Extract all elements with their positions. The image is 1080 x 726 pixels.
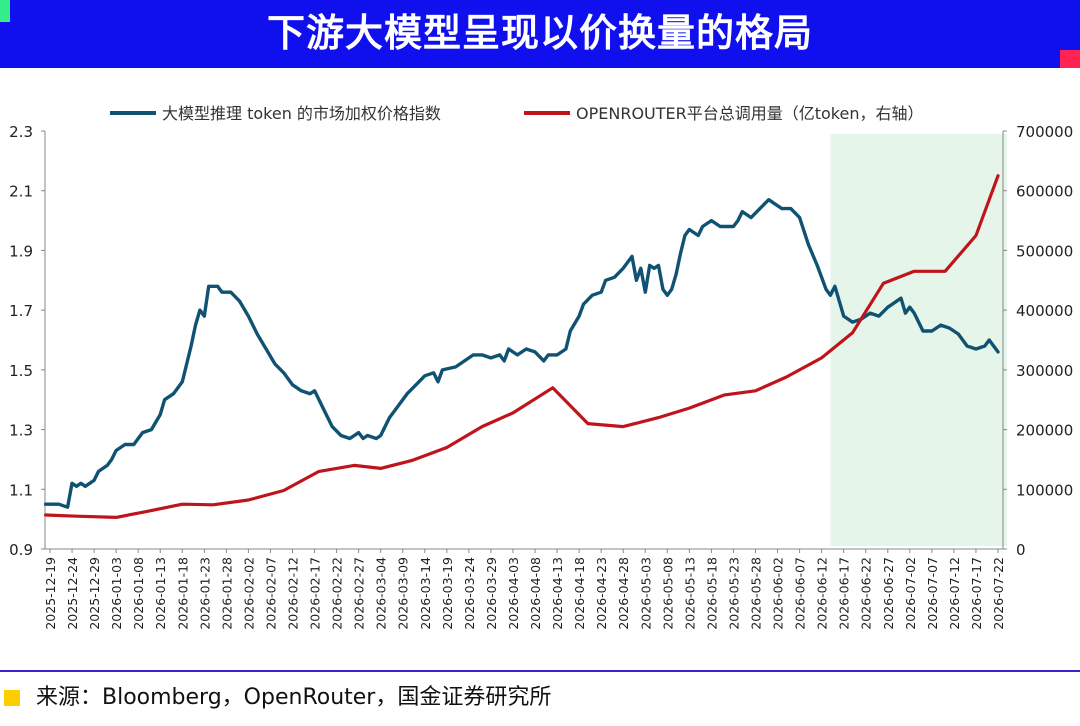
corner-accent-red <box>1060 50 1080 68</box>
x-tick-label: 2026-07-17 <box>969 557 984 630</box>
x-tick-label: 2026-05-03 <box>638 557 653 630</box>
x-tick-label: 2026-02-12 <box>286 557 301 630</box>
right-tick-label: 400000 <box>1016 302 1073 320</box>
x-tick-label: 2026-06-02 <box>771 557 786 630</box>
x-tick-label: 2026-01-13 <box>153 557 168 630</box>
x-tick-label: 2026-06-27 <box>881 557 896 630</box>
x-tick-label: 2026-07-12 <box>947 557 962 630</box>
right-tick-label: 200000 <box>1016 422 1073 440</box>
title-banner <box>0 0 1080 68</box>
x-tick-label: 2026-05-13 <box>682 557 697 630</box>
x-tick-label: 2026-06-17 <box>837 557 852 630</box>
page-title: 下游大模型呈现以价换量的格局 <box>266 11 813 55</box>
x-tick-label: 2026-06-12 <box>815 557 830 630</box>
x-tick-label: 2026-02-27 <box>352 557 367 630</box>
source-marker <box>4 690 20 706</box>
legend-label-1: 大模型推理 token 的市场加权价格指数 <box>162 104 441 123</box>
x-tick-label: 2026-02-17 <box>308 557 323 630</box>
x-tick-label: 2026-01-18 <box>175 557 190 630</box>
left-tick-label: 1.1 <box>9 481 33 499</box>
legend-label-2: OPENROUTER平台总调用量（亿token，右轴） <box>576 104 924 123</box>
left-tick-label: 1.3 <box>9 422 33 440</box>
series-line-1 <box>43 198 1000 509</box>
x-tick-label: 2026-01-28 <box>219 557 234 630</box>
left-tick-label: 1.5 <box>9 362 33 380</box>
right-tick-label: 600000 <box>1016 183 1073 201</box>
left-tick-label: 1.7 <box>9 302 33 320</box>
x-tick-label: 2026-04-23 <box>594 557 609 630</box>
line-chart: 0.9 1.1 1.3 1.5 1.7 1.9 2.1 2.3 0 100000 200000 300… <box>9 104 1073 630</box>
right-tick-label: 700000 <box>1016 123 1073 141</box>
x-tick-label: 2026-03-09 <box>396 557 411 630</box>
source-note: 来源：Bloomberg，OpenRouter，国金证券研究所 <box>36 685 552 710</box>
x-tick-label: 2026-02-22 <box>330 557 345 630</box>
x-tick-label: 2026-07-07 <box>925 557 940 630</box>
x-tick-label: 2026-05-08 <box>660 557 675 630</box>
x-tick-label: 2026-06-07 <box>793 557 808 630</box>
x-tick-label: 2025-12-24 <box>65 557 80 630</box>
x-tick-label: 2026-04-13 <box>550 557 565 630</box>
x-tick-label: 2026-03-04 <box>374 557 389 630</box>
right-tick-label: 500000 <box>1016 242 1073 260</box>
corner-accent-green <box>0 0 10 22</box>
x-tick-label: 2026-05-23 <box>726 557 741 630</box>
x-tick-label: 2026-04-03 <box>506 557 521 630</box>
left-tick-label: 2.1 <box>9 183 33 201</box>
highlight-region <box>830 134 1007 546</box>
right-tick-label: 100000 <box>1016 481 1073 499</box>
x-tick-label: 2025-12-29 <box>87 557 102 630</box>
x-tick-label: 2026-01-03 <box>109 557 124 630</box>
x-tick-label: 2026-01-08 <box>131 557 146 630</box>
left-tick-label: 0.9 <box>9 541 33 559</box>
series-line-2 <box>44 174 1000 519</box>
x-tick-label: 2026-07-02 <box>903 557 918 630</box>
x-tick-label: 2026-07-22 <box>991 557 1006 630</box>
x-tick-label: 2026-06-22 <box>859 557 874 630</box>
x-tick-label: 2025-12-19 <box>43 557 58 630</box>
left-tick-label: 2.3 <box>9 123 33 141</box>
right-tick-label: 0 <box>1016 541 1026 559</box>
x-tick-label: 2026-01-23 <box>197 557 212 630</box>
x-tick-label: 2026-03-29 <box>484 557 499 630</box>
x-tick-label: 2026-04-08 <box>528 557 543 630</box>
x-tick-label: 2026-05-28 <box>748 557 763 630</box>
footer-divider <box>0 670 1080 672</box>
x-tick-label: 2026-03-24 <box>462 557 477 630</box>
x-tick-label: 2026-02-07 <box>263 557 278 630</box>
right-tick-label: 300000 <box>1016 362 1073 380</box>
x-tick-label: 2026-03-14 <box>418 557 433 630</box>
x-tick-label: 2026-04-18 <box>572 557 587 630</box>
left-tick-label: 1.9 <box>9 242 33 260</box>
x-tick-label: 2026-02-02 <box>241 557 256 630</box>
x-tick-label: 2026-04-28 <box>616 557 631 630</box>
x-tick-label: 2026-05-18 <box>704 557 719 630</box>
x-tick-label: 2026-03-19 <box>440 557 455 630</box>
